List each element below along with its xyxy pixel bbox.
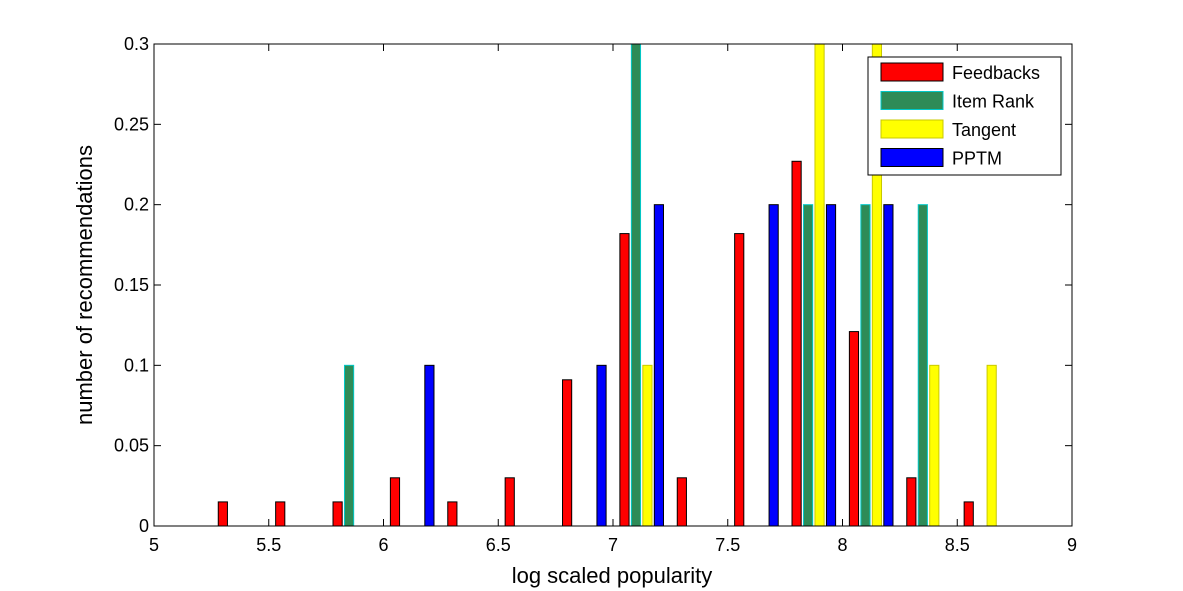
- bar-feedbacks-11: [791, 160, 802, 527]
- bar-pptm-7: [596, 364, 607, 527]
- bar-item-rank-11: [802, 204, 814, 527]
- x-axis-label: log scaled popularity: [512, 563, 713, 588]
- bar-feedbacks-12: [848, 331, 860, 527]
- x-tick-label: 9: [1067, 535, 1077, 555]
- bar-feedbacks-2: [275, 501, 286, 527]
- x-tick-label: 7.5: [715, 535, 740, 555]
- x-tick-label: 6.5: [486, 535, 511, 555]
- bar-feedbacks-8: [619, 233, 630, 527]
- bar-pptm-4: [424, 364, 435, 527]
- legend: Feedbacks Item Rank Tangent PPTM: [867, 56, 1062, 176]
- x-tick-label: 5.5: [256, 535, 281, 555]
- y-tick-label: 0.25: [114, 114, 149, 134]
- bar-tangent-11: [814, 43, 825, 527]
- legend-swatch-feedbacks: [880, 62, 944, 82]
- bar-feedbacks-5: [447, 501, 458, 527]
- bar-feedbacks-1: [217, 501, 228, 527]
- bar-tangent-14: [986, 364, 997, 527]
- bar-feedbacks-10: [734, 233, 745, 527]
- y-tick-label: 0: [139, 516, 149, 536]
- x-tick-label: 5: [149, 535, 159, 555]
- bar-pptm-8: [653, 204, 664, 527]
- y-tick-label: 0.3: [124, 34, 149, 54]
- legend-label-item-rank: Item Rank: [952, 92, 1035, 112]
- y-axis-label: number of recommendations: [72, 145, 97, 425]
- legend-swatch-pptm: [880, 148, 944, 167]
- bar-item-rank-8: [630, 43, 642, 527]
- y-tick-label: 0.05: [114, 436, 149, 456]
- legend-label-tangent: Tangent: [952, 120, 1016, 140]
- x-tick-label: 8: [837, 535, 847, 555]
- y-tick-label: 0.1: [124, 355, 149, 375]
- bars-layer: [217, 43, 997, 527]
- legend-swatch-item-rank: [880, 91, 944, 110]
- x-tick-label: 6: [378, 535, 388, 555]
- bar-feedbacks-13: [906, 477, 917, 527]
- x-tick-label: 7: [608, 535, 618, 555]
- legend-swatch-tangent: [880, 119, 944, 139]
- bar-feedbacks-7: [562, 379, 573, 527]
- bar-feedbacks-14: [963, 501, 974, 527]
- bar-feedbacks-4: [389, 477, 401, 527]
- bar-tangent-13: [929, 364, 940, 527]
- bar-item-rank-12: [860, 204, 871, 527]
- bar-feedbacks-6: [504, 477, 515, 527]
- bar-feedbacks-3: [332, 501, 343, 527]
- legend-label-feedbacks: Feedbacks: [952, 63, 1040, 83]
- bar-tangent-8: [642, 364, 653, 527]
- y-tick-label: 0.15: [114, 275, 149, 295]
- y-tick-label: 0.2: [124, 195, 149, 215]
- bar-pptm-11: [825, 204, 837, 527]
- bar-feedbacks-9: [676, 477, 687, 527]
- bar-item-rank-13: [917, 204, 928, 527]
- bar-item-rank-3: [343, 364, 355, 527]
- axes-layer: 5 5.5 6 6.5 7 7.5 8 8.5 9 0 0.05 0.1 0.15 0.2 0.25 0.3: [114, 34, 1077, 555]
- legend-label-pptm: PPTM: [952, 149, 1002, 169]
- bar-pptm-12: [883, 204, 894, 527]
- x-tick-label: 8.5: [945, 535, 970, 555]
- bar-pptm-10: [768, 204, 779, 527]
